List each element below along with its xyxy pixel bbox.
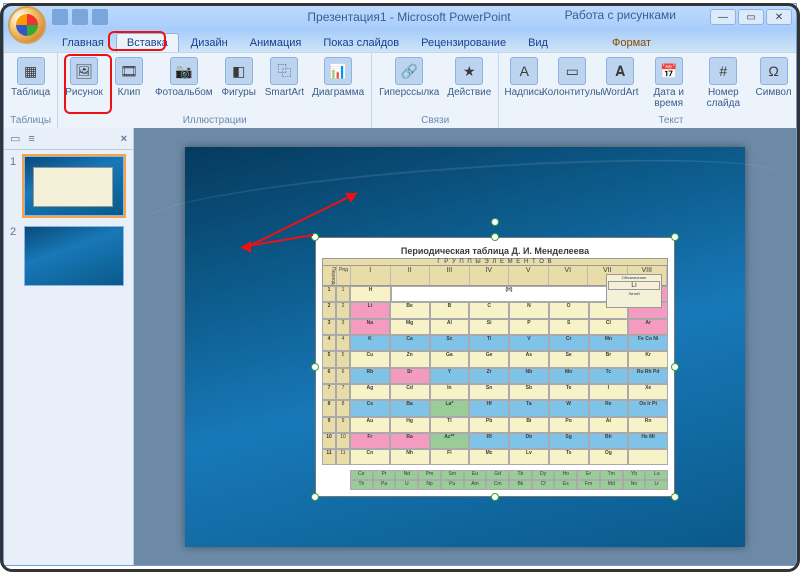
clip-icon: 🎞 xyxy=(115,57,143,85)
group-label: Иллюстрации xyxy=(62,114,367,128)
headerfooter-label: Колонтитулы xyxy=(542,87,603,98)
datetime-label: Дата и время xyxy=(646,87,691,109)
qat-redo-icon[interactable] xyxy=(92,9,108,25)
close-button[interactable]: ✕ xyxy=(766,9,792,25)
shapes-icon: ◧ xyxy=(225,57,253,85)
datetime-icon: 📅 xyxy=(655,57,683,85)
picture-label: Рисунок xyxy=(65,87,103,98)
tab-главная[interactable]: Главная xyxy=(52,34,114,52)
slidenum-icon: # xyxy=(709,57,737,85)
slidenum-button[interactable]: #Номер слайда xyxy=(696,55,750,111)
symbol-button[interactable]: Ω Символ xyxy=(753,55,795,100)
chart-icon: 📊 xyxy=(324,57,352,85)
hyperlink-icon: 🔗 xyxy=(395,57,423,85)
chart-button[interactable]: 📊 Диаграмма xyxy=(309,55,367,100)
thumb-number: 1 xyxy=(10,156,20,216)
ribbon: ▦ Таблица Таблицы 🖼 Рисунок 🎞 Клип 📷 Фотоальбом ◧… xyxy=(4,52,796,128)
shapes-button[interactable]: ◧ Фигуры xyxy=(218,55,260,100)
smartart-label: SmartArt xyxy=(265,87,304,98)
album-icon: 📷 xyxy=(170,57,198,85)
titlebar: Презентация1 - Microsoft PowerPoint Рабо… xyxy=(4,4,796,30)
album-label: Фотоальбом xyxy=(155,87,213,98)
symbol-label: Символ xyxy=(756,87,792,98)
tab-format[interactable]: Формат xyxy=(602,34,661,52)
workspace: ▭ ≡ × 1 2 xyxy=(4,128,796,565)
table-icon: ▦ xyxy=(17,57,45,85)
wordart-button[interactable]: 𝐀 WordArt xyxy=(599,55,641,100)
slides-tab-icon[interactable]: ▭ xyxy=(10,132,20,145)
picture-button[interactable]: 🖼 Рисунок xyxy=(62,55,106,100)
smartart-icon: ⿻ xyxy=(270,57,298,85)
wordart-label: WordArt xyxy=(602,87,639,98)
tab-показ слайдов[interactable]: Показ слайдов xyxy=(313,34,409,52)
thumb-number: 2 xyxy=(10,226,20,286)
slidenum-label: Номер слайда xyxy=(699,87,747,109)
group-label: Таблицы xyxy=(8,114,53,128)
textbox-button[interactable]: A Надпись xyxy=(503,55,545,100)
maximize-button[interactable]: ▭ xyxy=(738,9,764,25)
slide-thumbnail-2[interactable] xyxy=(24,226,124,286)
office-button[interactable] xyxy=(8,6,46,44)
slide-thumbnail-1[interactable] xyxy=(24,156,124,216)
clip-label: Клип xyxy=(118,87,141,98)
group-label: Связи xyxy=(376,114,494,128)
app-window: Презентация1 - Microsoft PowerPoint Рабо… xyxy=(3,3,797,566)
slide-canvas[interactable]: Периодическая таблица Д. И. Менделеева Г… xyxy=(185,147,745,547)
tab-вставка[interactable]: Вставка xyxy=(116,33,179,52)
chart-label: Диаграмма xyxy=(312,87,364,98)
slide-panel: ▭ ≡ × 1 2 xyxy=(4,128,134,565)
headerfooter-button[interactable]: ▭Колонтитулы xyxy=(547,55,597,100)
minimize-button[interactable]: — xyxy=(710,9,736,25)
headerfooter-icon: ▭ xyxy=(558,57,586,85)
quick-access-toolbar[interactable] xyxy=(52,9,108,25)
table-label: Таблица xyxy=(11,87,50,98)
datetime-button[interactable]: 📅Дата и время xyxy=(643,55,694,111)
tab-анимация[interactable]: Анимация xyxy=(240,34,312,52)
textbox-icon: A xyxy=(510,57,538,85)
hyperlink-button[interactable]: 🔗 Гиперссылка xyxy=(376,55,442,100)
ribbon-tabs: ГлавнаяВставкаДизайнАнимацияПоказ слайдо… xyxy=(4,30,796,52)
slide-area[interactable]: Периодическая таблица Д. И. Менделеева Г… xyxy=(134,128,796,565)
outline-tab-icon[interactable]: ≡ xyxy=(28,133,34,145)
wordart-icon: 𝐀 xyxy=(606,57,634,85)
smartart-button[interactable]: ⿻ SmartArt xyxy=(262,55,307,100)
panel-close-icon[interactable]: × xyxy=(121,133,127,145)
object-button[interactable]: ▣Объект xyxy=(797,55,800,100)
symbol-icon: Ω xyxy=(760,57,788,85)
clip-button[interactable]: 🎞 Клип xyxy=(108,55,150,100)
picture-icon: 🖼 xyxy=(70,57,98,85)
action-label: Действие xyxy=(447,87,491,98)
tab-вид[interactable]: Вид xyxy=(518,34,558,52)
action-icon: ★ xyxy=(455,57,483,85)
textbox-label: Надпись xyxy=(504,87,544,98)
qat-undo-icon[interactable] xyxy=(72,9,88,25)
tab-дизайн[interactable]: Дизайн xyxy=(181,34,238,52)
table-button[interactable]: ▦ Таблица xyxy=(8,55,53,100)
action-button[interactable]: ★ Действие xyxy=(444,55,494,100)
context-title: Работа с рисунками xyxy=(565,8,676,22)
hyperlink-label: Гиперссылка xyxy=(379,87,439,98)
tab-рецензирование[interactable]: Рецензирование xyxy=(411,34,516,52)
shapes-label: Фигуры xyxy=(221,87,255,98)
group-label: Текст xyxy=(503,114,800,128)
album-button[interactable]: 📷 Фотоальбом xyxy=(152,55,216,100)
qat-save-icon[interactable] xyxy=(52,9,68,25)
